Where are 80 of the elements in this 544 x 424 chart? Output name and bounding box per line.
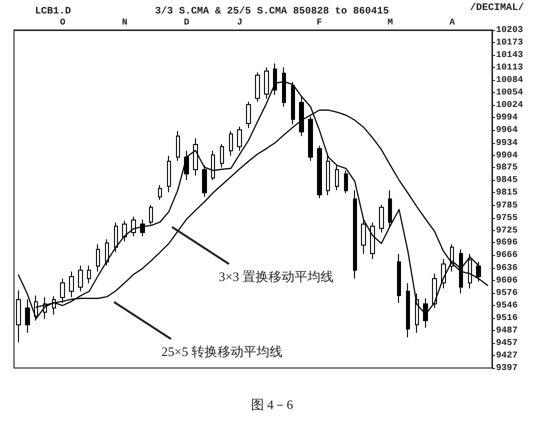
candlestick <box>353 190 357 280</box>
candlestick <box>246 101 251 129</box>
candlestick <box>122 220 127 242</box>
candlestick <box>211 150 215 181</box>
candlestick <box>114 222 118 253</box>
y-tick-label: 9875 <box>496 162 518 173</box>
text: /DECIMAL/ <box>470 3 524 14</box>
candlestick <box>432 273 437 309</box>
candlestick <box>255 72 260 102</box>
x-tick-label: D <box>184 18 190 28</box>
candlestick <box>149 204 153 226</box>
x-tick-label: J <box>237 18 242 28</box>
annotation: 3×3 置换移动平均线 <box>218 268 334 286</box>
candlestick <box>344 170 348 194</box>
x-tick-label: A <box>449 18 456 28</box>
x-tick-label: F <box>316 18 322 28</box>
y-tick-label: 9994 <box>496 112 518 123</box>
y-tick-label: 9487 <box>496 325 518 336</box>
candlestick <box>397 253 401 304</box>
y-tick-label: 10143 <box>496 50 524 60</box>
y-tick-label: 9815 <box>496 188 518 198</box>
candlestick <box>16 290 21 343</box>
y-tick-label: 9725 <box>496 225 518 236</box>
y-tick-label: 9904 <box>496 150 518 160</box>
y-tick-label: 10024 <box>496 100 524 110</box>
y-tick-label: 9606 <box>496 275 518 286</box>
y-tick-label: 9397 <box>496 363 518 373</box>
candlestick <box>317 145 322 199</box>
candlestick <box>87 265 91 284</box>
candlestick <box>176 130 180 162</box>
candlestick <box>361 219 366 254</box>
candlestick <box>379 204 384 234</box>
candlestick <box>468 253 472 289</box>
x-tick-label: M <box>388 18 393 28</box>
candlestick <box>308 116 313 162</box>
y-tick-label: 9666 <box>496 250 518 260</box>
candlestick <box>131 216 136 237</box>
y-tick-label: 9845 <box>496 175 518 186</box>
candlestick <box>193 138 198 176</box>
y-tick-label: 10084 <box>496 74 524 85</box>
candlestick <box>140 219 145 237</box>
y-tick-label: 9785 <box>496 200 518 210</box>
candlestick <box>184 150 189 181</box>
chart-title: LCB1.D <box>35 6 72 18</box>
y-tick-label: 10203 <box>496 25 524 35</box>
x-tick-label: O <box>60 18 66 28</box>
y-tick-label: 9576 <box>496 288 518 298</box>
candlestick <box>388 190 392 228</box>
candlestick <box>158 184 162 200</box>
y-tick-label: 9546 <box>496 300 518 311</box>
candlestick <box>96 244 100 272</box>
candlestick <box>220 144 224 168</box>
y-tick-label: 9964 <box>496 125 518 136</box>
y-tick-label: 10113 <box>496 62 524 73</box>
candlestick <box>202 164 207 198</box>
y-tick-label: 9457 <box>496 338 518 348</box>
y-tick-label: 9427 <box>496 350 518 360</box>
y-tick-label: 9755 <box>496 212 518 223</box>
annotation: 25×5 转换移动平均线 <box>161 343 282 362</box>
y-tick-label: 9696 <box>496 238 518 248</box>
candlestick <box>406 282 410 338</box>
caption: 图 4－6 <box>250 396 294 414</box>
x-tick-label: N <box>122 18 128 28</box>
candlestick <box>78 265 83 292</box>
y-tick-label: 10173 <box>496 38 524 48</box>
y-tick-label: 10054 <box>496 87 524 98</box>
candlestick <box>105 238 109 266</box>
y-tick-label: 9516 <box>496 313 518 324</box>
chart-subtitle: 3/3 S.CMA & 25/5 S.CMA 850828 to 860415 <box>154 6 390 18</box>
candlestick <box>326 155 330 196</box>
candlestick <box>60 278 65 304</box>
candlestick <box>229 130 233 156</box>
candlestick <box>167 155 171 193</box>
candlestick <box>459 248 463 294</box>
candlestick <box>335 164 339 191</box>
candlestick <box>69 271 74 298</box>
y-tick-label: 9934 <box>496 138 518 148</box>
candlestick <box>237 126 242 152</box>
candlestick <box>370 222 375 260</box>
y-tick-label: 9636 <box>496 262 518 273</box>
